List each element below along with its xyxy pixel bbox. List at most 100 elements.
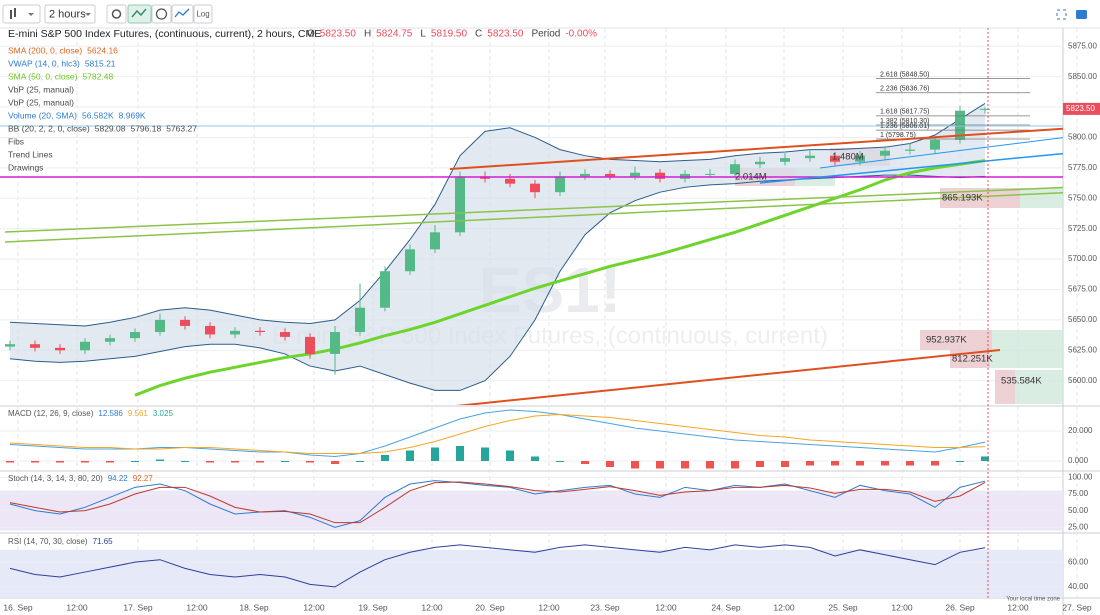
fullscreen-button[interactable] xyxy=(1056,9,1067,20)
macd-histogram-bar xyxy=(206,461,214,463)
symbol-title: E-mini S&P 500 Index Futures, (continuou… xyxy=(8,28,321,40)
price-tick-label: 5700.00 xyxy=(1068,254,1097,263)
macd-histogram-bar xyxy=(531,456,539,461)
profile-row xyxy=(1020,188,1063,208)
timezone-label[interactable]: Your local time zone xyxy=(1006,597,1060,603)
series-layer xyxy=(5,78,1030,588)
trend-line xyxy=(4,186,1063,233)
time-label: 19. Sep xyxy=(358,602,388,612)
pane-legend-value: 12.586 xyxy=(98,409,123,418)
macd-histogram-bar xyxy=(356,461,364,462)
candle-body xyxy=(180,319,190,326)
candle-body xyxy=(880,150,890,156)
price-tick-label: 20.000 xyxy=(1068,426,1093,435)
time-label: 12:00 xyxy=(538,602,560,612)
macd-histogram-bar xyxy=(781,461,789,467)
replay-button[interactable] xyxy=(151,4,172,24)
trend-line xyxy=(455,349,1001,405)
settings-icon xyxy=(111,9,122,19)
macd-histogram-bar xyxy=(256,461,264,463)
period-value: -0.00% xyxy=(565,29,597,40)
legend-value: 5763.27 xyxy=(166,123,197,133)
macd-histogram-bar xyxy=(281,461,289,462)
pane-legend-value: 94.22 xyxy=(108,474,129,483)
macd-histogram-bar xyxy=(931,461,939,466)
volume-profile-label: 812.251K xyxy=(952,354,993,365)
candle-body xyxy=(655,172,665,179)
price-tick-label: 5625.00 xyxy=(1068,345,1097,354)
sma-50-line xyxy=(134,159,986,397)
candle-body xyxy=(830,155,840,162)
candle-body xyxy=(805,155,815,159)
ohlc-label: O xyxy=(307,29,315,40)
time-label: 16. Sep xyxy=(3,602,33,612)
legend-value: 56.582K xyxy=(82,110,114,120)
trend-line xyxy=(819,137,1063,169)
candle-body xyxy=(105,338,115,342)
candle-body xyxy=(780,158,790,162)
macd-histogram-bar xyxy=(681,461,689,469)
price-tick-label: 5800.00 xyxy=(1068,133,1097,142)
profile-row xyxy=(940,188,1020,208)
macd-histogram-bar xyxy=(406,450,414,461)
macd-histogram-bar xyxy=(756,461,764,467)
log-button[interactable] xyxy=(193,4,213,24)
macd-histogram-bar xyxy=(706,461,714,469)
candle-body xyxy=(230,330,240,335)
legend-value: 5796.18 xyxy=(130,123,161,133)
time-label: 24. Sep xyxy=(711,602,741,612)
macd-histogram-bar xyxy=(56,461,64,463)
price-tick-label: 60.00 xyxy=(1068,557,1089,566)
profile-row xyxy=(1015,370,1063,404)
fib-label: 1.382 (5810.30) xyxy=(880,118,929,125)
price-tick-label: 25.00 xyxy=(1068,522,1089,531)
log-label: Log xyxy=(196,10,209,19)
volume-profile-label: 2.014M xyxy=(735,172,767,183)
interval-button[interactable] xyxy=(44,4,96,24)
candle-body xyxy=(580,173,590,177)
pane-legend-value: 71.65 xyxy=(93,537,114,546)
macd-histogram-bar xyxy=(506,450,514,461)
volume-profile-label: 1.480M xyxy=(832,152,864,163)
candle-body xyxy=(405,249,415,272)
candle-body xyxy=(130,332,140,339)
signal-line xyxy=(9,413,986,454)
indicator-icon xyxy=(131,8,147,18)
legend-name: VbP (25, manual) xyxy=(8,84,74,94)
price-series xyxy=(5,78,1030,397)
price-tick-label: 5775.00 xyxy=(1068,163,1097,172)
macd-histogram-bar xyxy=(331,461,339,464)
price-tick-label: 5650.00 xyxy=(1068,315,1097,324)
candle-body xyxy=(255,330,265,333)
stoch-series xyxy=(9,480,986,528)
chart-style-button[interactable] xyxy=(2,4,41,24)
last-price-badge xyxy=(1063,102,1100,115)
price-tick-label: 5725.00 xyxy=(1068,224,1097,233)
legend-name: Trend Lines xyxy=(8,149,53,159)
band-group xyxy=(0,549,1063,598)
trend-line xyxy=(759,152,1063,184)
fib-label: 1.618 (5817.75) xyxy=(880,109,929,116)
rsi-line xyxy=(9,544,986,588)
candle-body xyxy=(755,161,765,165)
time-label: 12:00 xyxy=(303,602,325,612)
legend-value: 5815.21 xyxy=(85,58,116,68)
macd-histogram-bar xyxy=(556,461,564,462)
settings-button[interactable] xyxy=(106,4,127,24)
ohlc-value: 5819.50 xyxy=(431,29,468,40)
profile-row xyxy=(995,370,1015,404)
macd-histogram-bar xyxy=(581,461,589,464)
candle-body xyxy=(155,319,165,333)
profile-row xyxy=(920,330,992,350)
legend-name: SMA (200, 0, close) xyxy=(8,45,82,55)
interval: 2 hours xyxy=(49,8,86,20)
time-label: 25. Sep xyxy=(828,602,858,612)
snapshot-button[interactable] xyxy=(1076,10,1087,19)
trend-line xyxy=(4,191,1063,243)
pane-legend-value: 92.27 xyxy=(133,474,154,483)
candle-body xyxy=(205,325,215,335)
fib-label: 1.236 (5806.01) xyxy=(880,123,929,130)
candle-body xyxy=(905,149,915,151)
macd-histogram-bar xyxy=(106,461,114,463)
candle-body xyxy=(605,173,615,177)
